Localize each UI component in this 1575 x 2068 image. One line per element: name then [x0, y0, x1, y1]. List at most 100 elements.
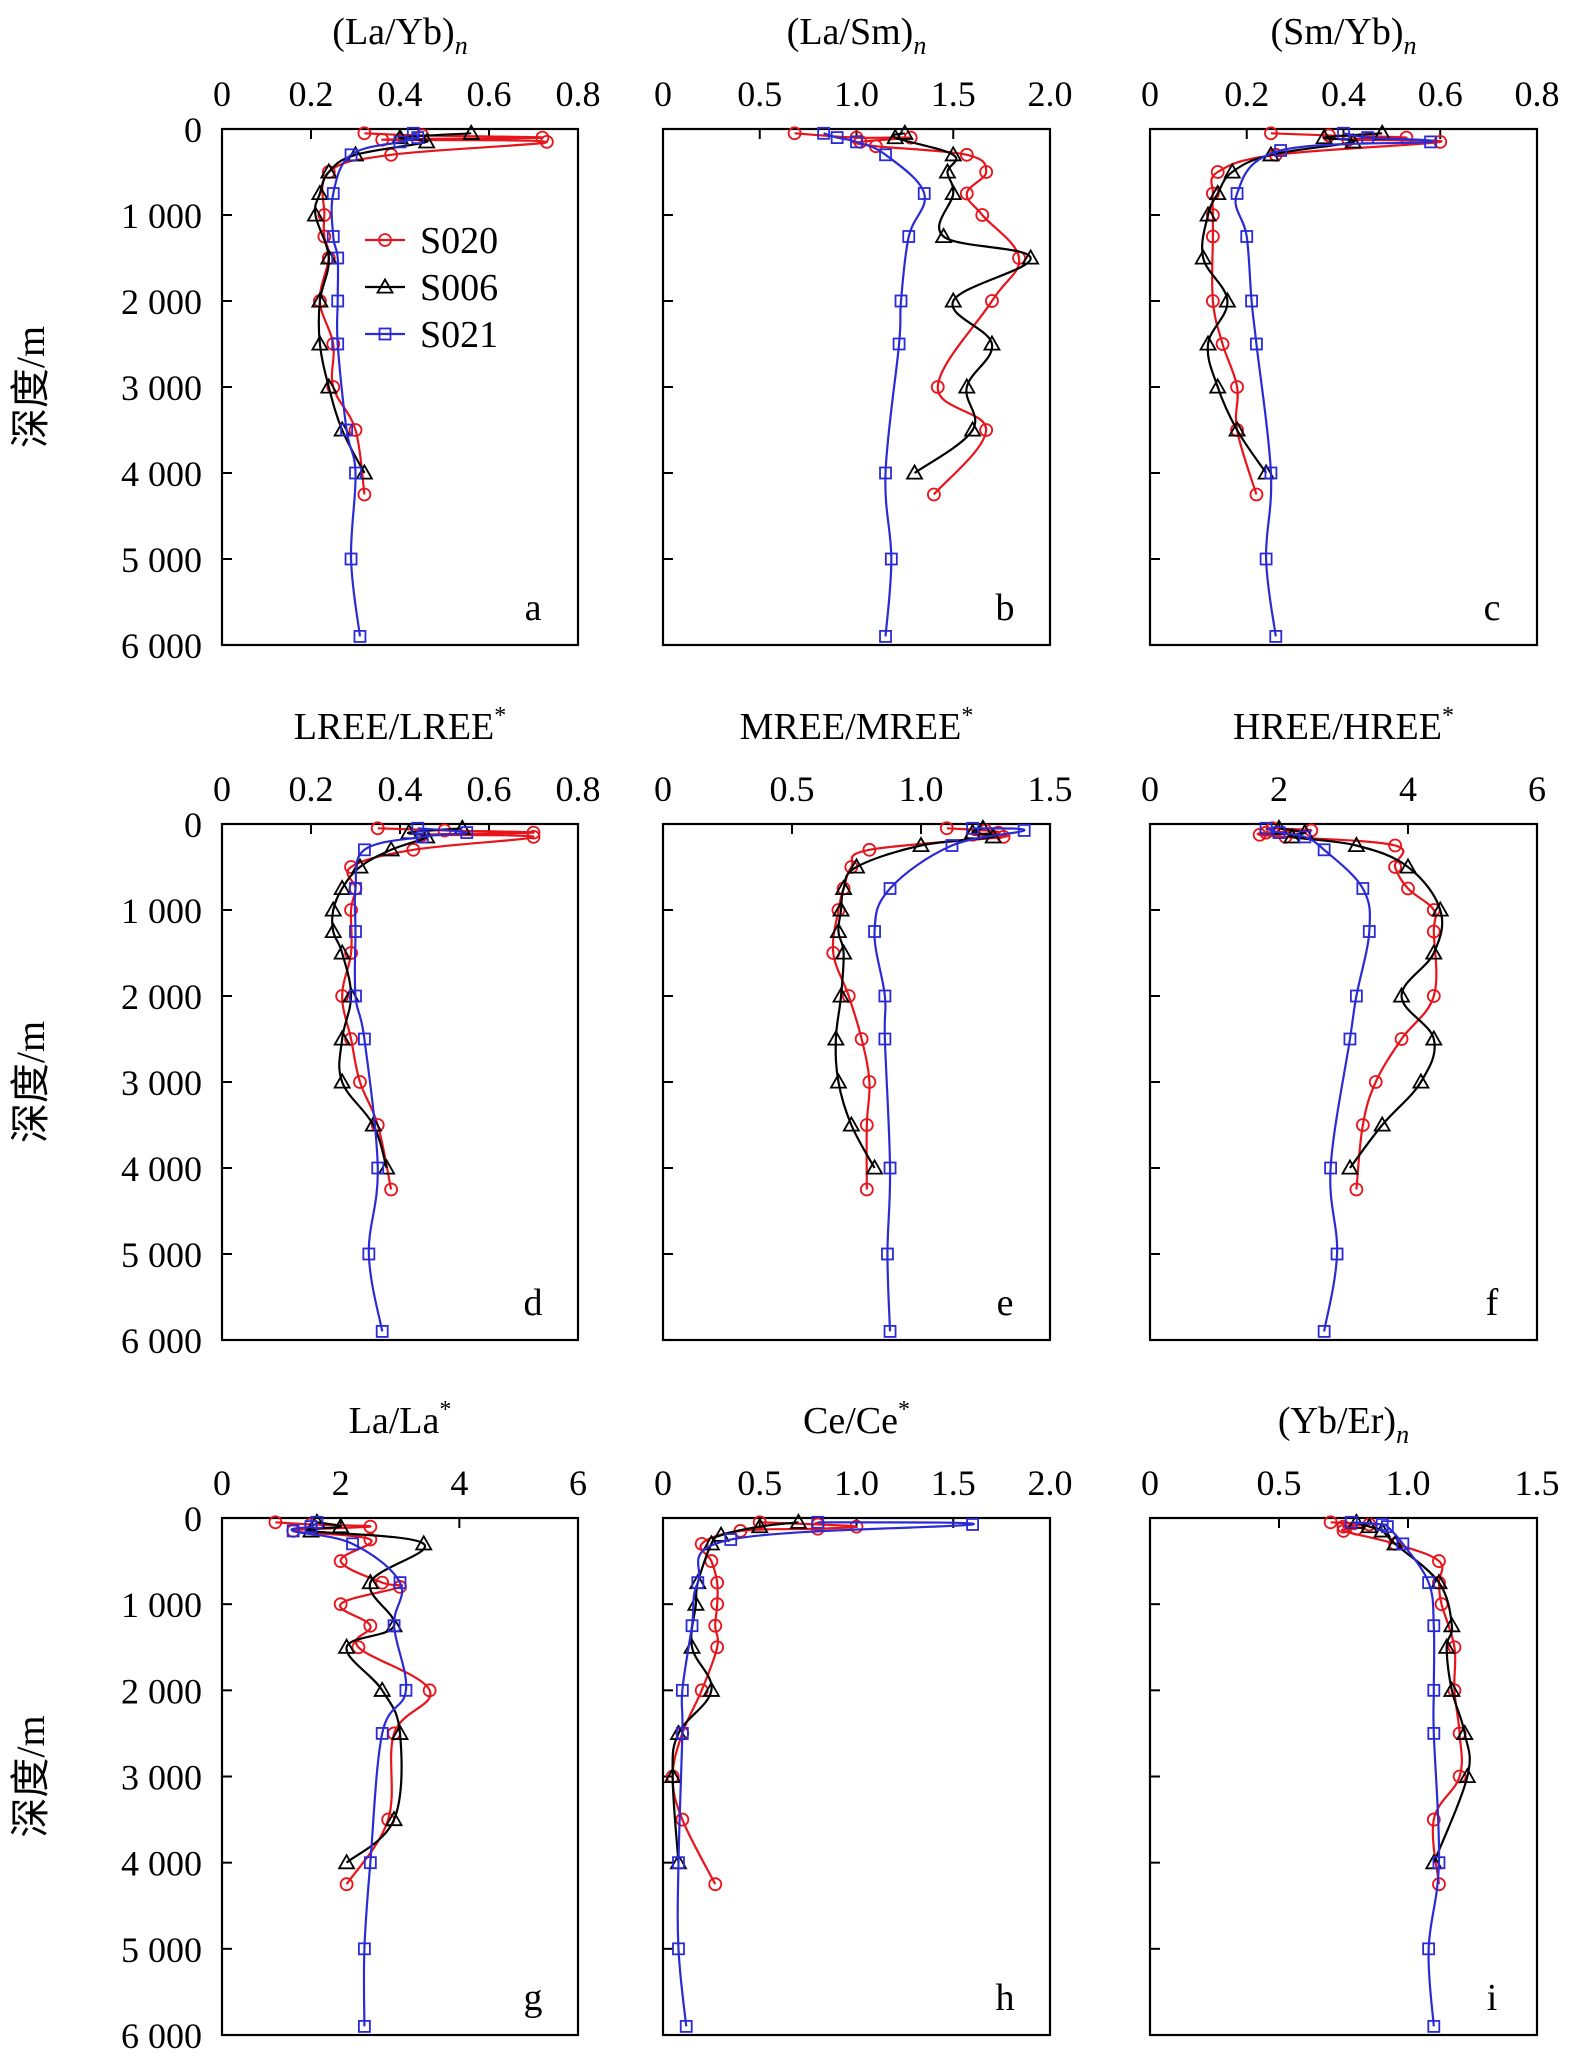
data-point: [1323, 1515, 1338, 1530]
data-point: [462, 123, 481, 140]
x-tick-label: 0.8: [556, 74, 601, 114]
data-point: [1198, 205, 1218, 222]
data-point: [326, 187, 340, 200]
legend-label: S020: [420, 220, 498, 262]
data-point: [319, 377, 338, 394]
x-tick-label: 4: [1399, 769, 1417, 809]
data-point: [1343, 1032, 1357, 1046]
series-line: [1356, 1521, 1471, 1864]
panel-title: (La/Yb)n: [332, 11, 467, 60]
data-point: [306, 205, 325, 222]
data-point: [1223, 162, 1242, 179]
data-point: [385, 1810, 404, 1827]
data-point: [333, 879, 352, 896]
data-point: [831, 986, 851, 1003]
data-point: [675, 1812, 690, 1827]
panel-e: MREE/MREE* 0 0.5 1.0 1.5 e: [654, 703, 1073, 1342]
data-point: [319, 162, 338, 179]
data-point: [1424, 943, 1443, 960]
data-point: [339, 1877, 354, 1892]
data-point: [939, 821, 954, 836]
data-point: [349, 466, 362, 480]
data-point: [363, 1618, 378, 1633]
data-point: [340, 423, 354, 437]
data-point: [1388, 860, 1402, 874]
data-point: [886, 128, 905, 145]
data-point: [1228, 420, 1247, 437]
data-point: [1422, 1576, 1436, 1590]
panel-h: Ce/Ce* 0 0.5 1.0 1.5 2.0 h: [654, 1397, 1073, 2037]
x-tick-label: 0: [654, 1463, 672, 1503]
data-point: [834, 943, 853, 960]
data-point: [1433, 134, 1448, 149]
data-point: [411, 131, 425, 145]
x-tick-label: 0.8: [556, 769, 601, 809]
data-point: [1422, 1942, 1436, 1956]
x-tick-label: 2: [1270, 769, 1288, 809]
data-point: [1317, 843, 1331, 857]
data-point: [879, 630, 892, 643]
plot-frame: [1148, 1516, 1539, 2037]
x-tick-label: 0.5: [737, 74, 782, 114]
y-tick-label: 0: [184, 805, 202, 845]
x-tick-label: 0.4: [378, 74, 423, 114]
series-S006: [324, 818, 472, 1175]
data-point: [349, 925, 362, 938]
data-point: [331, 251, 345, 265]
data-point: [390, 1724, 410, 1740]
panel-f: HREE/HREE* 0 2 4 6 f: [1141, 703, 1546, 1342]
data-point: [1340, 1158, 1360, 1175]
x-tick-label: 1.0: [834, 1463, 879, 1503]
data-point: [944, 145, 963, 162]
y-tick-label: 5 000: [121, 540, 202, 580]
data-point: [331, 1517, 350, 1534]
y-tick-label: 2 000: [121, 282, 202, 322]
data-point: [702, 1681, 721, 1697]
series-S020: [1252, 821, 1441, 1197]
data-point: [1249, 487, 1264, 502]
data-point: [710, 1575, 725, 1590]
data-point: [344, 903, 358, 917]
data-point: [1424, 135, 1437, 149]
data-point: [963, 823, 982, 840]
data-point: [959, 147, 974, 162]
series-line: [341, 827, 535, 1190]
x-tick-label: 1.5: [1028, 769, 1073, 809]
data-point: [387, 1619, 401, 1633]
data-point: [834, 879, 853, 896]
panel-b: (La/Sm)n 0 0.5 1.0 1.5 2.0 b: [654, 11, 1073, 647]
x-tick-label: 1.0: [899, 769, 944, 809]
data-point: [1427, 2019, 1441, 2033]
data-point: [526, 830, 541, 844]
x-tick-label: 0: [1141, 769, 1159, 809]
data-point: [326, 230, 340, 243]
data-point: [393, 1576, 407, 1590]
data-point: [672, 1856, 685, 1870]
data-point: [752, 1515, 767, 1530]
data-point: [363, 1519, 378, 1534]
data-point: [691, 1576, 705, 1590]
data-point: [892, 337, 906, 351]
data-point: [895, 123, 914, 140]
data-point: [357, 126, 372, 141]
series-line: [290, 1521, 408, 2027]
data-point: [1356, 882, 1370, 895]
data-point: [1355, 1118, 1370, 1132]
data-point: [1429, 1573, 1449, 1590]
data-point: [337, 1637, 356, 1654]
x-tick-label: 2: [332, 1463, 350, 1503]
data-point: [1427, 1683, 1441, 1697]
data-point: [1437, 1637, 1456, 1654]
data-point: [357, 2019, 371, 2033]
data-point: [1250, 337, 1263, 351]
data-point: [406, 842, 421, 857]
data-point: [324, 922, 343, 939]
data-point: [1208, 184, 1227, 201]
panel-title: MREE/MREE*: [740, 703, 974, 748]
data-point: [357, 1942, 371, 1956]
data-point: [393, 135, 407, 149]
x-tick-label: 0: [213, 1463, 231, 1503]
x-tick-label: 0.4: [378, 769, 423, 809]
data-point: [811, 1515, 825, 1529]
series-line: [1234, 132, 1435, 637]
